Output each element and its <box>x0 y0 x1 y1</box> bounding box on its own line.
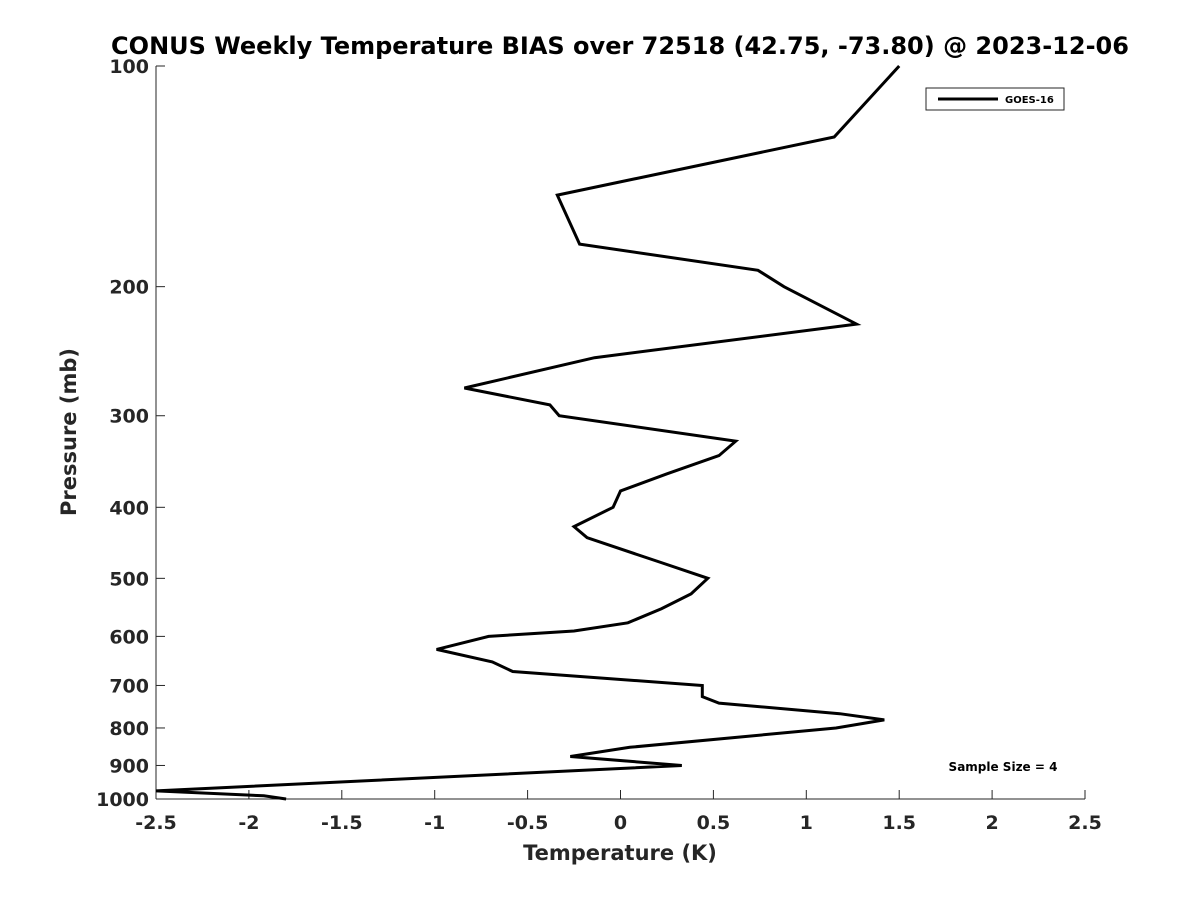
sample-size-annotation: Sample Size = 4 <box>949 760 1058 774</box>
x-tick-label: 0.5 <box>697 812 731 834</box>
x-tick-label: -2.5 <box>135 812 177 834</box>
x-tick-label: -1 <box>424 812 445 834</box>
y-tick-label: 100 <box>109 56 149 78</box>
y-axis-ticks: 100 200 300 400 500 600 700 800 900 1000 <box>96 56 165 811</box>
series-layer <box>155 64 901 801</box>
x-tick-label: 2.5 <box>1068 812 1102 834</box>
series-line-goes-16 <box>155 64 901 801</box>
y-tick-label: 900 <box>109 755 149 777</box>
y-tick-label: 600 <box>109 626 149 648</box>
x-tick-label: 1.5 <box>882 812 916 834</box>
chart-title: CONUS Weekly Temperature BIAS over 72518… <box>111 32 1129 60</box>
legend: GOES-16 <box>925 87 1065 111</box>
x-tick-label: 0 <box>614 812 627 834</box>
x-tick-label: 2 <box>985 812 998 834</box>
x-axis-ticks: -2.5 -2 -1.5 -1 -0.5 0 0.5 1 1.5 2 2.5 <box>135 790 1102 834</box>
y-tick-label: 300 <box>109 406 149 428</box>
x-tick-label: -2 <box>238 812 259 834</box>
y-tick-label: 1000 <box>96 789 149 811</box>
x-tick-label: 1 <box>800 812 813 834</box>
y-tick-label: 700 <box>109 675 149 697</box>
y-tick-label: 800 <box>109 718 149 740</box>
y-tick-label: 400 <box>109 497 149 519</box>
x-axis-label: Temperature (K) <box>523 841 717 865</box>
y-tick-label: 500 <box>109 568 149 590</box>
x-tick-label: -0.5 <box>507 812 549 834</box>
x-tick-label: -1.5 <box>321 812 363 834</box>
y-axis-label: Pressure (mb) <box>57 348 81 516</box>
legend-label-goes-16: GOES-16 <box>1005 95 1054 106</box>
y-tick-label: 200 <box>109 277 149 299</box>
